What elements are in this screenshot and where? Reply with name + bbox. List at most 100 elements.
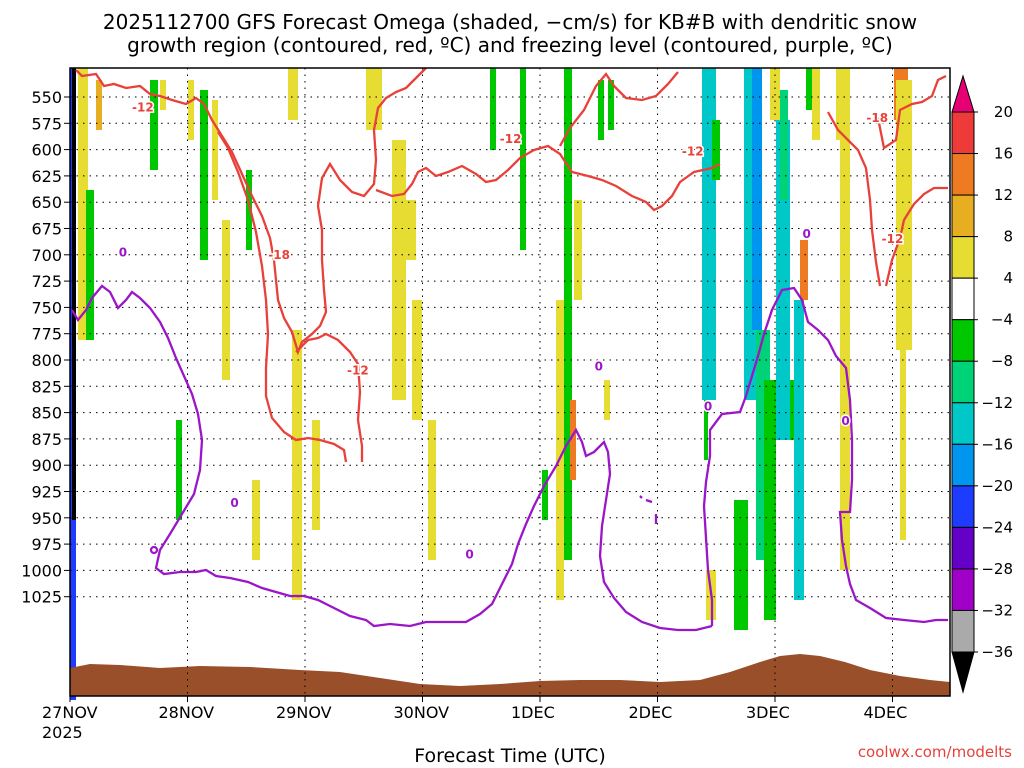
- colorbar-tick-label: 16: [994, 145, 1013, 163]
- x-tick-label: 3DEC: [746, 703, 790, 722]
- colorbar-tick-label: −24: [981, 518, 1013, 536]
- contour-label: 0: [704, 399, 712, 413]
- omega-shade-band: [780, 90, 788, 200]
- contour-label: -12: [882, 232, 904, 246]
- colorbar-tick-label: −12: [981, 394, 1013, 412]
- contour-label: 0: [803, 227, 811, 241]
- omega-shade-band: [252, 480, 260, 560]
- contour-label: -12: [347, 364, 369, 378]
- y-tick-label: 550: [31, 88, 62, 107]
- omega-shade-band: [428, 420, 436, 560]
- omega-shade-band: [542, 470, 548, 520]
- colorbar-bottom-arrow: [951, 651, 975, 694]
- dendritic-contour-right: [826, 111, 882, 287]
- contour-label: -12: [500, 132, 522, 146]
- y-tick-label: 800: [31, 351, 62, 370]
- colorbar-segment: [951, 277, 975, 321]
- contour-label: 0: [465, 548, 473, 562]
- omega-shade-band: [72, 68, 76, 520]
- x-tick-label: 4DEC: [864, 703, 908, 722]
- dendritic-contour-upper-center: [558, 71, 679, 147]
- colorbar-tick-label: −16: [981, 435, 1013, 453]
- colorbar-segment: [951, 153, 975, 196]
- chart-title-line-1: 2025112700 GFS Forecast Omega (shaded, −…: [103, 10, 917, 34]
- y-tick-label: 900: [31, 456, 62, 475]
- y-tick-label: 975: [31, 535, 62, 554]
- omega-shade-band: [570, 400, 576, 480]
- y-tick-label: 775: [31, 325, 62, 344]
- omega-shade-band: [752, 68, 762, 330]
- contour-label: -18: [866, 111, 888, 125]
- omega-shade-band: [564, 68, 572, 560]
- y-axis: 550 575 600 625 650 675 700 725 750 775 800 825 850 8…: [21, 88, 70, 607]
- omega-shade-band: [704, 400, 708, 460]
- freezing-level-small-contour: [149, 545, 159, 555]
- omega-shade-band: [96, 80, 102, 130]
- x-tick-label: 2DEC: [629, 703, 673, 722]
- omega-shade-band: [150, 80, 158, 170]
- omega-shade-band: [800, 240, 808, 300]
- y-tick-label: 725: [31, 272, 62, 291]
- colorbar-segment: [951, 526, 975, 570]
- omega-shade-band: [812, 68, 820, 140]
- x-axis: 27NOV 28NOV 29NOV 30NOV 1DEC 2DEC 3DEC 4DEC 2025: [42, 696, 907, 742]
- omega-shade-band: [900, 350, 906, 540]
- omega-shade-band: [212, 100, 218, 200]
- contour-label: -12: [682, 145, 704, 159]
- colorbar-segment: [951, 360, 975, 404]
- omega-shade-band: [598, 80, 604, 140]
- plot-frame: [69, 67, 951, 697]
- colorbar-segment: [951, 194, 975, 238]
- contours: [71, 67, 948, 632]
- ground-fill: [70, 654, 950, 696]
- colorbar-segment: [951, 609, 975, 653]
- omega-shade-band: [222, 220, 230, 380]
- omega-shade-band: [520, 68, 526, 250]
- dendritic-contour-left-lower: [217, 131, 348, 463]
- colorbar-tick-label: −32: [981, 601, 1013, 619]
- credit-link[interactable]: coolwx.com/modelts: [858, 743, 1012, 761]
- omega-shade-band: [712, 120, 720, 180]
- omega-shade-band: [176, 420, 182, 520]
- colorbar-segment: [951, 568, 975, 611]
- colorbar-tick-label: −28: [981, 560, 1013, 578]
- dendritic-contour-center: [375, 144, 721, 212]
- contour-label: 0: [595, 359, 603, 373]
- omega-shade-band: [160, 80, 166, 110]
- y-tick-label: 1000: [21, 561, 62, 580]
- y-tick-label: 675: [31, 220, 62, 239]
- y-tick-label: 700: [31, 246, 62, 265]
- grid-lines: [70, 68, 950, 696]
- x-tick-label: 27NOV: [42, 703, 98, 722]
- colorbar-segment: [951, 443, 975, 487]
- omega-shade-band: [604, 380, 610, 420]
- x-year-label: 2025: [42, 723, 83, 742]
- omega-shade-band: [490, 68, 496, 150]
- colorbar-tick-label: 20: [994, 103, 1013, 121]
- colorbar-segment: [951, 485, 975, 528]
- y-tick-label: 850: [31, 404, 62, 423]
- ground-terrain: [70, 654, 950, 696]
- dendritic-contour-mid-lower: [295, 332, 364, 462]
- freezing-level-contour-left: [71, 284, 713, 632]
- omega-shade-band: [896, 80, 912, 350]
- y-tick-label: 1025: [21, 588, 62, 607]
- omega-shade-band: [806, 68, 812, 110]
- colorbar: 20 16 12 8 4 −4 −8 −12 −16 −20 −24 −28 −32 −36: [951, 74, 1013, 694]
- colorbar-tick-label: 12: [994, 186, 1013, 204]
- omega-shade-band: [734, 500, 748, 630]
- colorbar-tick-label: −8: [991, 352, 1013, 370]
- chart-title-line-2: growth region (contoured, red, ºC) and f…: [127, 33, 893, 57]
- x-tick-label: 29NOV: [276, 703, 332, 722]
- y-tick-label: 825: [31, 377, 62, 396]
- y-tick-label: 650: [31, 193, 62, 212]
- omega-shade-band: [312, 420, 320, 530]
- plot-area: -12 -12 -12 -18 -12 -18 -12 0 0 0 0 0 0 0 550 575 600 62…: [21, 67, 951, 742]
- omega-shade-band: [794, 300, 804, 600]
- contour-label: -18: [268, 248, 290, 262]
- omega-shade-band: [200, 90, 208, 260]
- colorbar-tick-label: 8: [1003, 228, 1013, 246]
- omega-shade-band: [246, 170, 252, 250]
- omega-shade-band: [556, 300, 564, 600]
